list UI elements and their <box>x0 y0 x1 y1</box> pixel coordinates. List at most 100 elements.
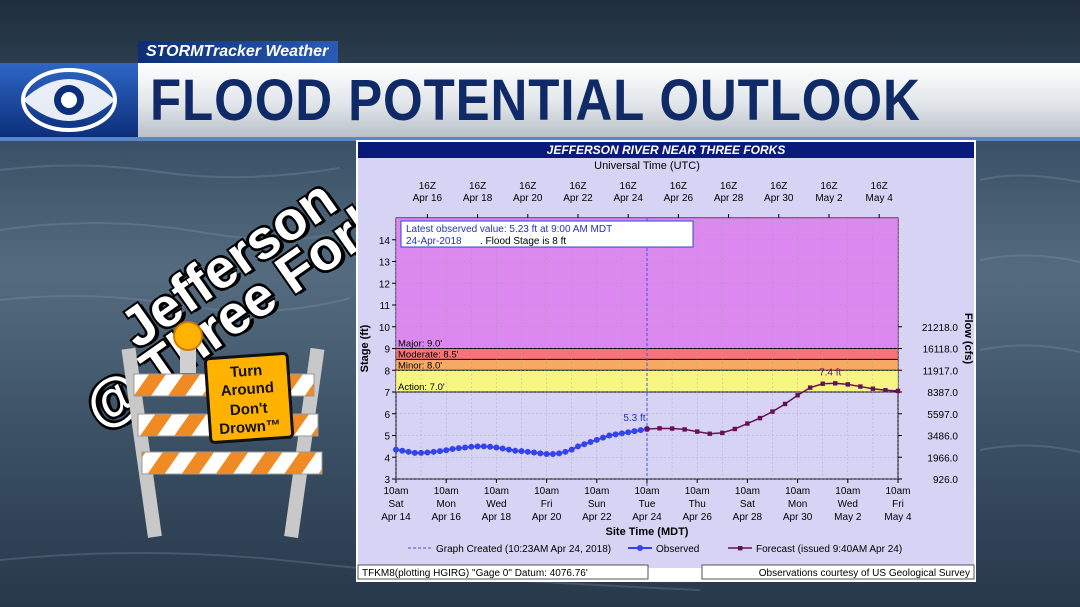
forecast-point <box>720 430 725 436</box>
y-tick-label: 14 <box>379 236 391 247</box>
flood-category-label-1: Minor: 8.0' <box>398 360 442 371</box>
forecast-point <box>870 386 876 391</box>
forecast-point <box>883 388 888 393</box>
observed-point <box>393 446 399 453</box>
flow-tick-label: 16118.0 <box>923 345 959 356</box>
bottom-tick-date: May 4 <box>884 512 912 523</box>
y-axis-label: Stage (ft) <box>359 324 371 372</box>
top-tick-date: Apr 30 <box>764 193 794 204</box>
bottom-tick-date: Apr 20 <box>532 512 562 523</box>
y-tick-label: 3 <box>384 475 390 486</box>
brand-label: STORMTracker Weather <box>138 41 338 63</box>
forecast-point <box>858 384 863 389</box>
observed-point <box>399 447 406 454</box>
bottom-tick-date: Apr 26 <box>682 512 712 523</box>
legend-graph-created-label: Graph Created (10:23AM Apr 24, 2018) <box>436 544 611 555</box>
bottom-tick-date: Apr 18 <box>482 512 512 523</box>
x-axis-label: Site Time (MDT) <box>606 526 689 538</box>
flow-tick-label: 8387.0 <box>927 388 958 399</box>
latest-value-text: Latest observed value: 5.23 ft at 9:00 A… <box>406 224 612 235</box>
hydrograph-chart: JEFFERSON RIVER NEAR THREE FORKS Universa… <box>356 140 976 582</box>
bottom-tick-date: Apr 24 <box>632 512 662 523</box>
sign-line-2: Around <box>220 379 274 400</box>
latest-value-box <box>400 220 694 248</box>
flood-category-label-2: Moderate: 8.5' <box>398 349 459 360</box>
bottom-tick-time: 10am <box>685 486 710 497</box>
bottom-tick-date: Apr 14 <box>381 512 411 523</box>
bottom-tick-day: Wed <box>838 499 858 510</box>
observed-point <box>418 449 425 456</box>
observed-point <box>493 444 500 451</box>
bottom-tick-time: 10am <box>634 486 659 497</box>
observed-point <box>443 447 450 454</box>
forecast-point <box>820 381 825 386</box>
observed-point <box>480 443 487 450</box>
flow-tick-label: 11917.0 <box>923 366 959 377</box>
observed-point <box>411 449 418 456</box>
bottom-tick-time: 10am <box>434 486 459 497</box>
flood-stage-text: . Flood Stage is 8 ft <box>480 236 566 247</box>
top-tick-hour: 16Z <box>720 181 737 192</box>
bottom-tick-time: 10am <box>484 486 509 497</box>
observed-point <box>430 448 437 455</box>
bottom-tick-day: Tue <box>639 499 656 510</box>
legend-forecast-label: Forecast (issued 9:40AM Apr 24) <box>756 544 902 555</box>
forecast-point <box>732 426 738 432</box>
flow-tick-label: 21218.0 <box>922 323 959 334</box>
y-tick-label: 4 <box>384 453 390 464</box>
top-tick-hour: 16Z <box>519 181 536 192</box>
y-tick-label: 11 <box>380 301 391 312</box>
forecast-point <box>782 401 788 407</box>
top-tick-hour: 16Z <box>871 181 888 192</box>
observed-point <box>581 441 588 448</box>
hydrograph-panel: JEFFERSON RIVER NEAR THREE FORKS Universa… <box>356 140 976 582</box>
top-tick-hour: 16Z <box>820 181 837 192</box>
observed-point <box>524 448 531 455</box>
sign-line-4: Drown™ <box>219 417 282 438</box>
top-tick-date: Apr 24 <box>613 193 643 204</box>
forecast-point <box>657 426 662 431</box>
footer-right-box <box>701 564 975 580</box>
forecast-point <box>757 415 763 421</box>
observed-point <box>549 450 556 457</box>
y-tick-label: 13 <box>379 258 391 269</box>
top-tick-date: May 4 <box>866 193 894 204</box>
flood-category-label-3: Major: 9.0' <box>398 339 442 350</box>
bottom-tick-date: Apr 22 <box>582 512 612 523</box>
observed-point <box>606 432 613 439</box>
top-tick-date: Apr 22 <box>563 193 593 204</box>
top-tick-hour: 16Z <box>419 181 436 192</box>
sign-line-1: Turn <box>229 362 262 381</box>
top-tick-hour: 16Z <box>770 181 787 192</box>
forecast-point <box>682 427 687 432</box>
observed-point <box>562 448 569 455</box>
barricade-sign: Turn Around Don't Drown™ <box>120 318 340 548</box>
y-tick-label: 12 <box>379 279 391 290</box>
observed-point <box>449 445 456 452</box>
legend-forecast-marker <box>738 546 743 551</box>
top-tick-date: Apr 18 <box>463 193 493 204</box>
observed-point <box>505 446 512 453</box>
observed-point <box>556 450 563 457</box>
observed-point <box>593 436 600 443</box>
bottom-tick-time: 10am <box>885 486 910 497</box>
forecast-point <box>833 381 838 386</box>
y-tick-label: 6 <box>384 410 390 421</box>
flow-tick-label: 1966.0 <box>927 453 958 464</box>
footer-right-text: Observations courtesy of US Geological S… <box>759 568 970 579</box>
title-bar <box>138 63 1080 137</box>
observed-peak-label: 5.3 ft <box>623 413 645 424</box>
bottom-tick-time: 10am <box>835 486 860 497</box>
top-tick-hour: 16Z <box>670 181 687 192</box>
observed-point <box>531 449 538 456</box>
forecast-point <box>707 431 712 436</box>
flood-category-label-0: Action: 7.0' <box>398 382 445 393</box>
top-tick-hour: 16Z <box>469 181 486 192</box>
bottom-tick-time: 10am <box>383 486 408 497</box>
y2-axis-label: Flow (cfs) <box>962 313 974 365</box>
observed-point <box>543 450 550 457</box>
bottom-tick-day: Thu <box>689 499 706 510</box>
top-tick-date: May 2 <box>815 193 843 204</box>
bottom-tick-day: Sat <box>388 499 403 510</box>
